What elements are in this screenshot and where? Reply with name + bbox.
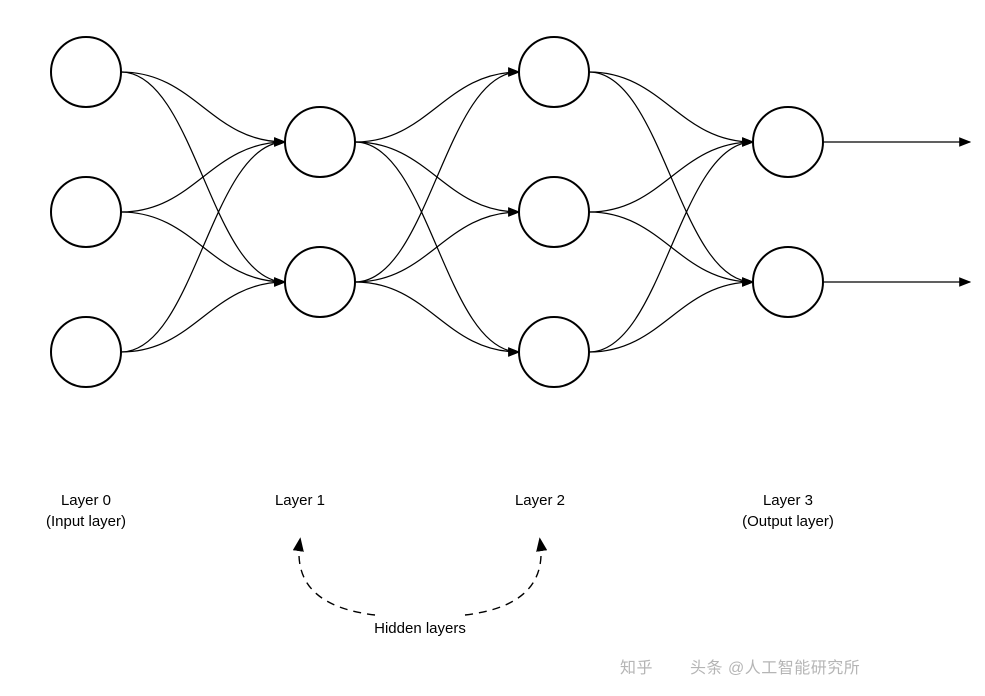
layer2-label: Layer 2	[490, 490, 590, 511]
edge	[589, 282, 753, 352]
hidden-layers-arc	[299, 540, 541, 615]
neuron-node	[519, 177, 589, 247]
edge	[589, 72, 753, 142]
output-arrows	[823, 142, 970, 282]
edge	[121, 142, 285, 212]
edge	[355, 72, 519, 282]
neuron-node	[519, 317, 589, 387]
watermark-left: 知乎	[620, 654, 653, 678]
neuron-node	[753, 107, 823, 177]
hidden-layers-label: Hidden layers	[360, 618, 480, 639]
edge	[355, 212, 519, 282]
edge	[355, 282, 519, 352]
neural-network-diagram	[0, 0, 985, 696]
layer3-label-line1: Layer 3	[738, 490, 838, 511]
neuron-node	[51, 177, 121, 247]
layer1-label-line1: Layer 1	[250, 490, 350, 511]
layer1-label: Layer 1	[250, 490, 350, 511]
layer0-label-line2: (Input layer)	[36, 511, 136, 532]
edge	[121, 282, 285, 352]
watermark-right: 头条 @人工智能研究所	[690, 654, 860, 678]
layer3-label: Layer 3 (Output layer)	[738, 490, 838, 532]
neuron-node	[51, 37, 121, 107]
edge	[121, 142, 285, 352]
edge	[355, 72, 519, 142]
neuron-node	[285, 247, 355, 317]
edge	[589, 142, 753, 212]
edge	[121, 72, 285, 142]
neuron-node	[51, 317, 121, 387]
network-edges	[121, 72, 753, 352]
layer0-label: Layer 0 (Input layer)	[36, 490, 136, 532]
network-nodes	[51, 37, 823, 387]
neuron-node	[519, 37, 589, 107]
neuron-node	[753, 247, 823, 317]
layer2-label-line1: Layer 2	[490, 490, 590, 511]
hidden-layers-text: Hidden layers	[374, 620, 466, 637]
layer3-label-line2: (Output layer)	[738, 511, 838, 532]
hidden-arc-right	[465, 540, 541, 615]
neuron-node	[285, 107, 355, 177]
layer0-label-line1: Layer 0	[36, 490, 136, 511]
edge	[589, 142, 753, 352]
hidden-arc-left	[299, 540, 375, 615]
